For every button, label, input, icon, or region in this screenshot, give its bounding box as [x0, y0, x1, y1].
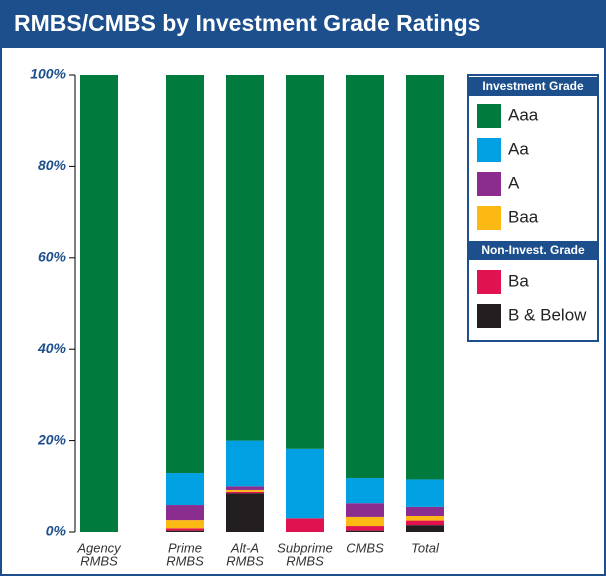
bar-segment [286, 518, 324, 532]
title-bar [0, 0, 606, 48]
legend-swatch [477, 104, 501, 128]
legend-header-bg [469, 77, 597, 96]
bar-segment [406, 479, 444, 507]
bar-segment [80, 75, 118, 532]
y-tick-label: 100% [30, 66, 66, 82]
legend-swatch [477, 138, 501, 162]
bar-segment [166, 530, 204, 532]
bar-segment [346, 75, 384, 479]
x-tick-label: RMBS [166, 553, 204, 568]
legend-header: Investment Grade [482, 79, 584, 93]
legend-header: Non-Invest. Grade [481, 243, 585, 257]
y-tick-label: 80% [38, 157, 67, 173]
legend-label: Aaa [508, 105, 539, 124]
bar-segment [226, 491, 264, 494]
x-tick-label: Total [411, 540, 440, 555]
legend-label: Baa [508, 207, 539, 226]
bar-segment [166, 473, 204, 506]
x-tick-label: Alt-A [230, 540, 259, 555]
x-tick-label: Agency [76, 540, 122, 555]
bar-segment [406, 516, 444, 521]
y-tick-label: 40% [37, 340, 67, 356]
bar-segment [406, 520, 444, 526]
legend-label: Ba [508, 271, 529, 290]
bar-segment [226, 75, 264, 441]
legend-label: Aa [508, 139, 529, 158]
bar-segment [346, 516, 384, 527]
bar-segment [166, 528, 204, 531]
legend-label: B & Below [508, 305, 587, 324]
legend-swatch [477, 206, 501, 230]
legend-swatch [477, 270, 501, 294]
y-tick-label: 20% [37, 431, 67, 447]
bar-segment [346, 526, 384, 531]
bar-segment [346, 503, 384, 517]
x-tick-label: RMBS [80, 553, 118, 568]
bar-segment [406, 75, 444, 480]
legend-swatch [477, 172, 501, 196]
bar-segment [226, 440, 264, 487]
y-tick-label: 0% [46, 523, 67, 539]
bar-segment [166, 75, 204, 474]
bar-segment [226, 486, 264, 490]
y-tick-label: 60% [38, 249, 67, 265]
bar-segment [226, 489, 264, 492]
legend-swatch [477, 304, 501, 328]
legend-header-bg [469, 241, 597, 260]
x-tick-label: RMBS [226, 553, 264, 568]
bar-segment [286, 448, 324, 519]
x-tick-label: Prime [168, 540, 202, 555]
bar-segment [346, 530, 384, 532]
bar-segment [286, 75, 324, 449]
bar-segment [166, 520, 204, 529]
x-tick-label: RMBS [286, 553, 324, 568]
x-tick-label: Subprime [277, 540, 333, 555]
bar-segment [166, 505, 204, 521]
legend-label: A [508, 173, 520, 192]
bar-segment [346, 478, 384, 504]
chart-title: RMBS/CMBS by Investment Grade Ratings [14, 10, 480, 36]
bar-segment [406, 525, 444, 532]
bar-segment [406, 506, 444, 517]
x-tick-label: CMBS [346, 540, 384, 555]
bar-segment [226, 493, 264, 532]
